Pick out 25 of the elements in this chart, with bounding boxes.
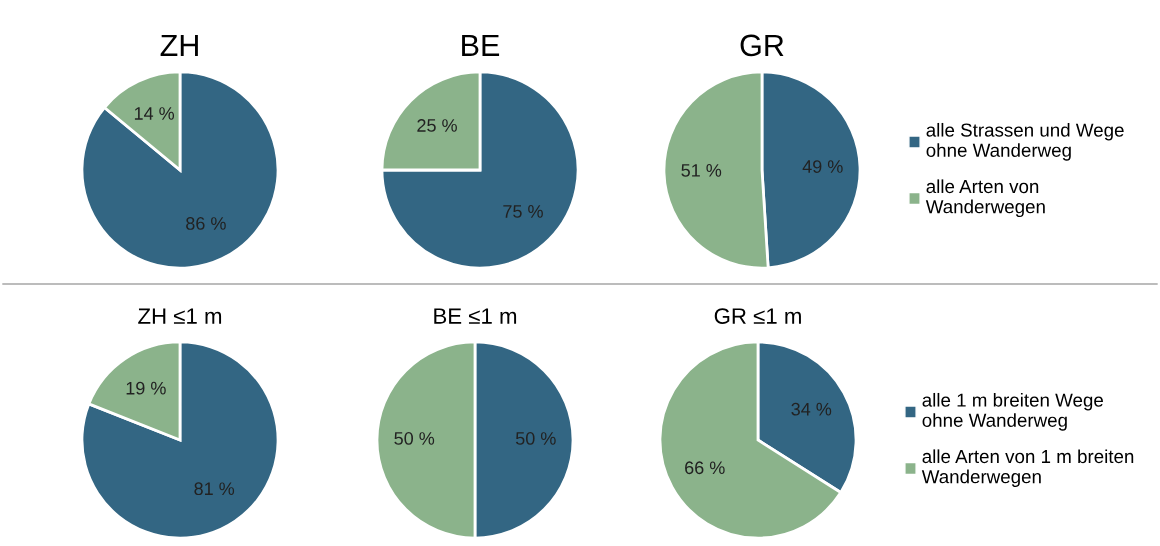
data-label: 34 %	[791, 402, 832, 416]
legend-label: alle Strassen und Wege ohne Wanderweg	[926, 122, 1124, 161]
chart-title: BE ≤1 m	[434, 308, 517, 324]
data-label: 25 %	[417, 119, 457, 132]
data-label: 50 %	[394, 432, 435, 445]
legend-label: alle Arten von 1 m breiten Wanderwegen	[921, 449, 1134, 488]
data-label: 50 %	[515, 432, 556, 445]
legend-label: alle 1 m breiten Wege ohne Wanderweg	[922, 392, 1103, 431]
chart-title: ZH	[160, 34, 198, 56]
legend-label: alle Arten von Wanderwegen	[925, 179, 1045, 218]
data-label: 86 %	[186, 217, 226, 230]
chart-title: ZH ≤1 m	[138, 308, 222, 324]
chart-title: BE	[462, 34, 500, 56]
data-label: 51 %	[681, 164, 722, 177]
pie-slice	[80, 340, 280, 540]
data-label: 81 %	[194, 482, 235, 496]
data-label: 49 %	[802, 160, 843, 173]
data-label: 66 %	[685, 461, 725, 475]
chart-title: GR ≤1 m	[714, 308, 801, 324]
data-label: 19 %	[126, 381, 166, 395]
data-label: 75 %	[503, 205, 543, 218]
data-label: 14 %	[134, 107, 175, 120]
chart-title: GR	[740, 34, 784, 57]
pie-slice	[80, 70, 280, 270]
pie-slice	[380, 70, 580, 270]
